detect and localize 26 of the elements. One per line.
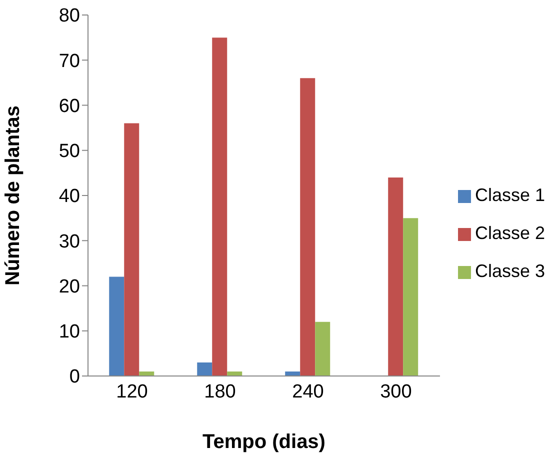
- x-tick-label: 300: [380, 381, 412, 402]
- bar: [388, 177, 404, 376]
- x-tick-label: 120: [116, 381, 148, 402]
- x-axis-title: Tempo (dias): [202, 431, 326, 453]
- bar: [300, 78, 316, 376]
- legend-label: Classe 2: [474, 223, 545, 243]
- x-tick-label: 180: [204, 381, 236, 402]
- y-tick-label: 70: [58, 50, 80, 72]
- y-tick-label: 0: [69, 366, 80, 388]
- y-tick-label: 80: [58, 6, 80, 27]
- y-tick-label: 40: [58, 186, 80, 208]
- y-tick-label: 50: [58, 141, 80, 162]
- y-tick-label: 30: [58, 231, 80, 252]
- y-axis-title: Número de plantas: [2, 105, 24, 286]
- bar: [124, 123, 140, 376]
- y-tick-label: 10: [58, 322, 80, 343]
- bar: [197, 362, 212, 376]
- x-tick-label: 240: [292, 381, 324, 402]
- bar: [212, 38, 228, 376]
- bar: [315, 322, 330, 376]
- y-tick-label: 20: [58, 276, 80, 298]
- bar: [109, 276, 124, 376]
- y-tick-label: 60: [58, 96, 80, 117]
- legend-label: Classe 1: [474, 185, 545, 205]
- bar: [403, 218, 418, 376]
- legend-label: Classe 3: [474, 261, 545, 281]
